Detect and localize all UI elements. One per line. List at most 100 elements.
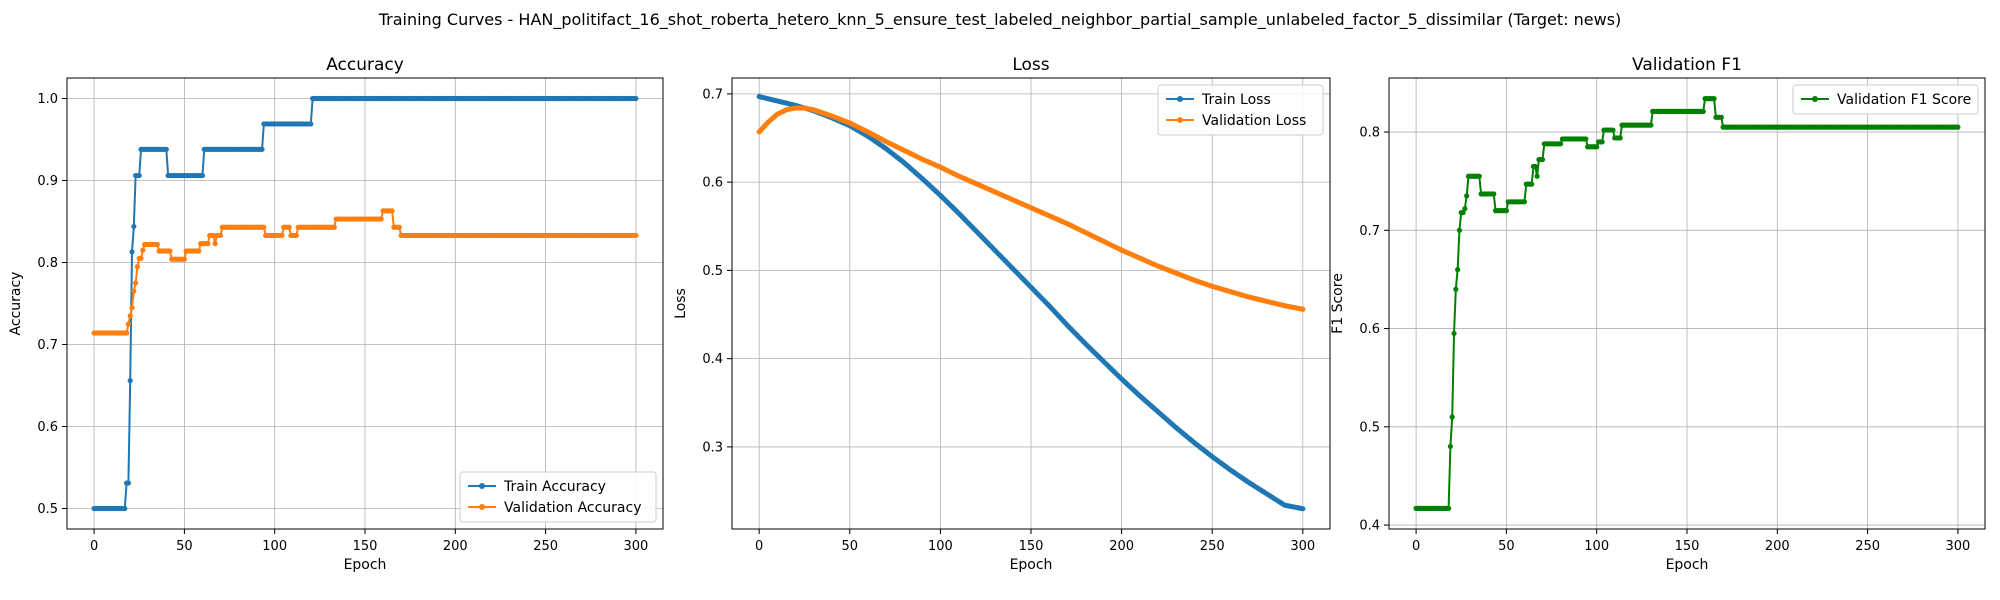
y-tick-label: 0.7	[702, 87, 723, 102]
data-point	[1617, 135, 1623, 141]
series-validation-accuracy	[91, 208, 639, 336]
data-point	[181, 256, 187, 262]
x-tick-label: 150	[1019, 539, 1044, 554]
data-point	[196, 248, 202, 254]
data-point	[1711, 96, 1717, 102]
data-point	[131, 223, 137, 230]
data-point	[127, 377, 133, 384]
series-train-accuracy	[91, 95, 639, 512]
x-tick-label: 0	[755, 539, 763, 554]
data-point	[1446, 505, 1452, 511]
data-point	[133, 280, 139, 286]
data-point	[1583, 136, 1589, 142]
data-point	[1529, 181, 1535, 187]
legend: Train Loss Validation Loss	[1157, 84, 1324, 136]
legend-box	[459, 471, 657, 523]
x-tick-label: 0	[90, 539, 98, 554]
y-tick-label: 0.8	[1359, 126, 1380, 141]
data-point	[1449, 414, 1455, 420]
x-tick-label: 300	[1290, 539, 1315, 554]
y-axis-label: Loss	[673, 288, 689, 319]
y-tick-label: 0.9	[37, 174, 58, 189]
data-point	[122, 505, 128, 512]
data-point	[1718, 114, 1724, 120]
data-point	[286, 224, 292, 230]
chart-1: Loss 0 50 100 150 200 250 300 0.3 0.4 0.5 0.6 0.7 Epo…	[673, 55, 1331, 573]
x-tick-label: 200	[1109, 539, 1134, 554]
data-point	[1447, 443, 1454, 450]
data-point	[633, 95, 639, 102]
y-tick-label: 0.6	[702, 176, 723, 191]
legend-marker	[479, 483, 485, 489]
x-tick-label: 0	[1412, 539, 1420, 554]
data-point	[210, 232, 216, 239]
legend-label: Train Loss	[1201, 92, 1271, 108]
data-point	[279, 232, 285, 239]
legend-label: Validation Accuracy	[504, 500, 642, 516]
data-point	[331, 224, 337, 230]
data-point	[1503, 208, 1509, 214]
data-point	[140, 247, 146, 253]
plot-frame	[731, 77, 1331, 530]
y-tick-label: 0.6	[1359, 322, 1380, 337]
legend-label: Validation Loss	[1202, 113, 1306, 129]
data-point	[308, 121, 314, 127]
plot-frame	[66, 77, 664, 530]
data-point	[1453, 286, 1459, 292]
x-tick-label: 100	[1584, 539, 1609, 554]
data-point	[1456, 227, 1463, 233]
legend-marker	[1812, 96, 1818, 102]
data-point	[1451, 330, 1457, 337]
data-point	[396, 224, 402, 230]
data-point	[167, 248, 173, 254]
data-point	[1491, 191, 1497, 197]
data-point	[205, 241, 211, 247]
data-point	[134, 264, 141, 270]
data-point	[1534, 173, 1540, 179]
y-tick-label: 0.4	[702, 352, 723, 367]
data-point	[389, 208, 395, 214]
x-tick-label: 50	[176, 539, 193, 554]
data-point	[125, 321, 132, 327]
data-point	[138, 255, 144, 261]
data-point	[1648, 122, 1654, 128]
x-tick-label: 150	[353, 539, 378, 554]
x-axis-label: Epoch	[344, 557, 387, 573]
chart-title: Validation F1	[1632, 55, 1742, 75]
x-tick-label: 50	[1498, 539, 1515, 554]
x-tick-label: 100	[928, 539, 953, 554]
y-tick-label: 0.5	[702, 264, 723, 279]
x-tick-label: 200	[1765, 539, 1790, 554]
legend-marker	[1177, 96, 1183, 102]
data-point	[1594, 144, 1600, 150]
chart-0: Accuracy 0 50 100 150 200 250 300 0.5 0.6 0.7 0.8 0.…	[8, 55, 664, 573]
y-tick-label: 0.5	[1359, 420, 1380, 435]
data-point	[124, 330, 130, 336]
x-tick-label: 50	[842, 539, 859, 554]
data-point	[1300, 506, 1306, 512]
data-point	[125, 480, 132, 486]
data-point	[1460, 210, 1466, 216]
x-tick-label: 150	[1675, 539, 1700, 554]
y-tick-label: 0.7	[1359, 224, 1380, 239]
y-tick-label: 0.7	[37, 338, 58, 353]
x-tick-label: 250	[1855, 539, 1880, 554]
data-point	[1300, 306, 1306, 312]
data-point	[1455, 267, 1461, 273]
data-point	[131, 288, 137, 294]
data-point	[127, 313, 133, 319]
data-point	[1462, 206, 1468, 212]
data-point	[1539, 156, 1546, 163]
charts-root: Accuracy 0 50 100 150 200 250 300 0.5 0.6 0.7 0.8 0.…	[8, 55, 1986, 573]
data-point	[259, 146, 265, 152]
chart-title: Loss	[1012, 55, 1049, 75]
legend: Train Accuracy Validation Accuracy	[459, 471, 657, 523]
data-point	[378, 216, 384, 222]
data-point	[217, 232, 224, 239]
y-tick-label: 0.4	[1359, 519, 1380, 534]
data-point	[154, 241, 160, 248]
data-point	[136, 172, 142, 179]
data-point	[129, 249, 135, 255]
